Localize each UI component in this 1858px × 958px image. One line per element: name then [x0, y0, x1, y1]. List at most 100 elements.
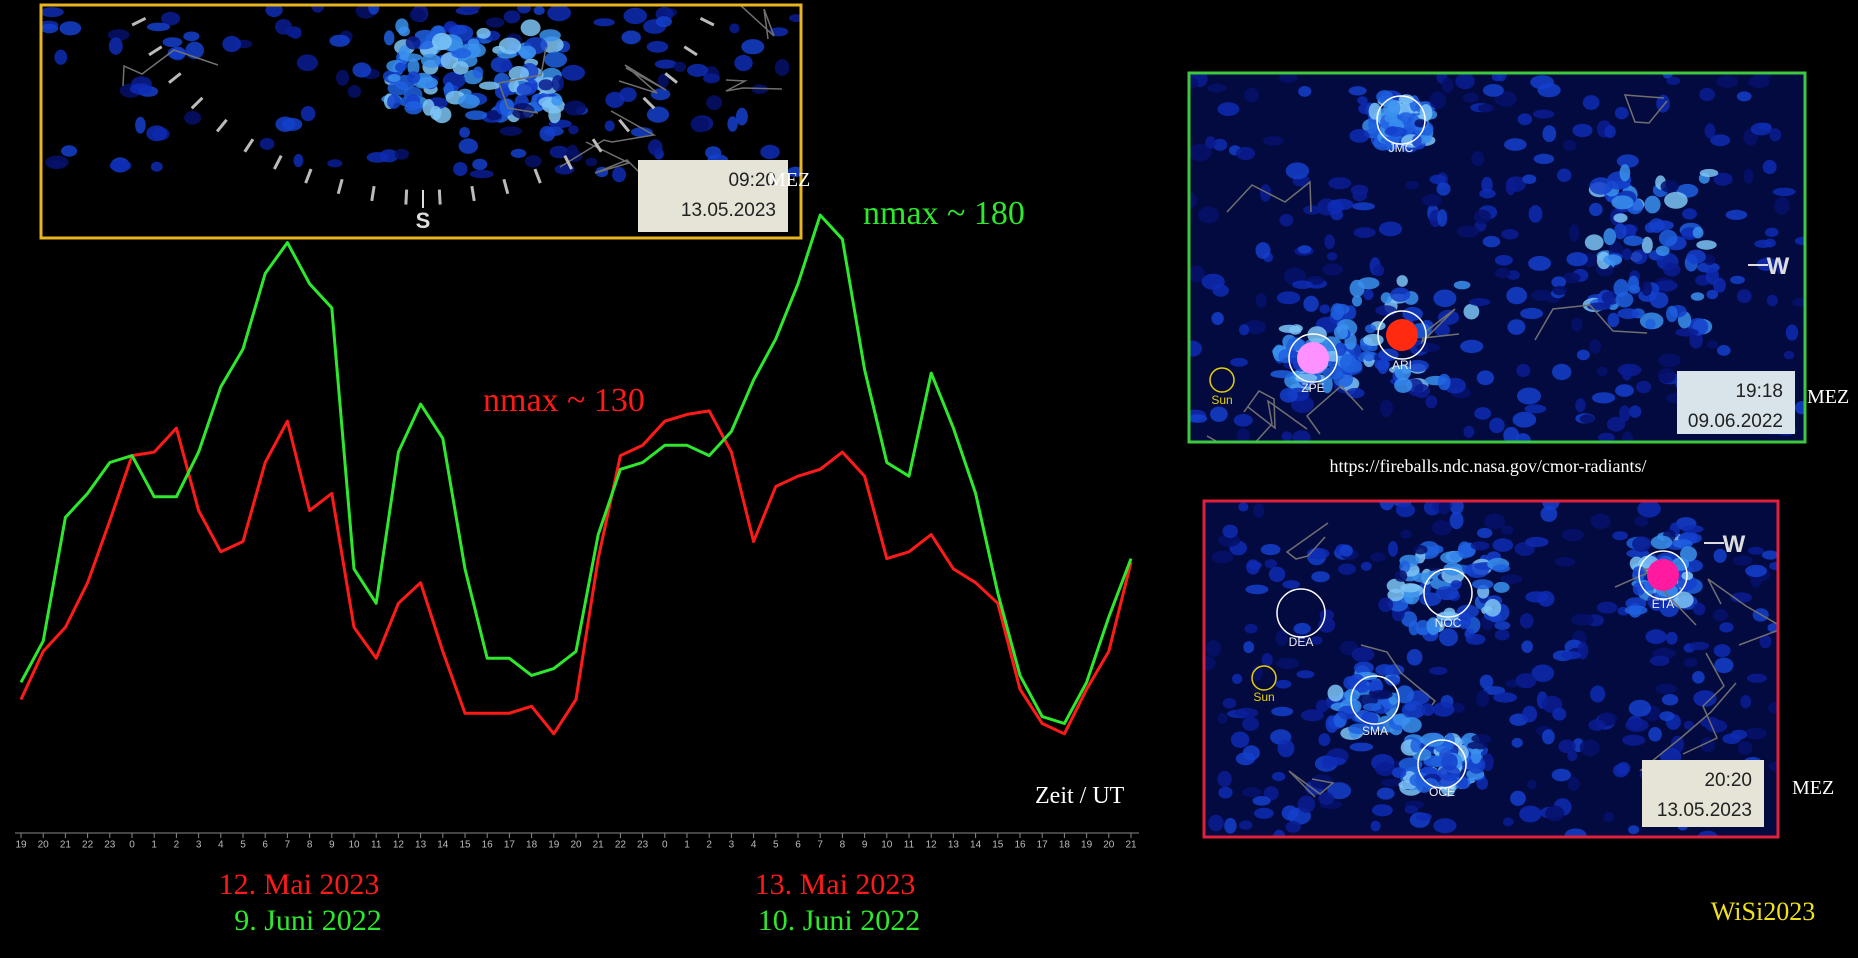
radar-blob: [499, 98, 515, 117]
radar-blob: [1370, 552, 1386, 562]
radar-blob: [1769, 128, 1782, 142]
horizon-tick: [215, 118, 228, 133]
radar-blob: [1204, 655, 1216, 671]
radar-blob: [1526, 779, 1537, 790]
radar-blob: [1420, 732, 1445, 747]
horizon-tick: [190, 96, 204, 110]
radar-blob: [1666, 631, 1678, 645]
radar-blob: [1645, 629, 1667, 645]
constellation-line: [739, 5, 775, 40]
radar-blob: [1349, 279, 1365, 298]
x-tick-label: 18: [526, 839, 538, 850]
radar-blob: [347, 85, 361, 98]
radar-blob: [1224, 817, 1237, 834]
radar-blob: [1659, 711, 1675, 721]
horizon-tick: [437, 189, 442, 205]
radar-blob: [336, 69, 350, 86]
radar-blob: [623, 7, 648, 25]
radar-blob: [1262, 136, 1284, 146]
x-tick-label: 16: [1014, 839, 1026, 850]
radar-blob: [1242, 745, 1260, 761]
radar-blob: [1217, 102, 1240, 116]
x-tick-label: 21: [1125, 839, 1137, 850]
radar-blob: [59, 21, 82, 36]
radar-blob: [1275, 679, 1292, 689]
x-tick-label: 7: [817, 839, 823, 850]
constellation-line: [559, 110, 657, 168]
radar-blob: [1412, 134, 1422, 148]
radar-blob: [1511, 737, 1523, 748]
radar-blob: [414, 29, 436, 41]
radar-blob: [1268, 566, 1286, 582]
radar-blob: [1416, 812, 1432, 822]
radar-blob: [1521, 640, 1533, 653]
timestamp-date: 13.05.2023: [1657, 800, 1752, 821]
radar-blob: [1293, 622, 1311, 635]
radar-blob: [1501, 229, 1519, 240]
panel-frame: [39, 3, 803, 240]
radar-blob: [1476, 690, 1490, 707]
radar-blob: [1765, 227, 1779, 237]
radar-blob: [1636, 380, 1652, 394]
radiant-core: [1647, 559, 1679, 591]
radar-blob: [1416, 627, 1429, 636]
constellation-line: [585, 141, 656, 189]
radar-blob: [1217, 770, 1232, 788]
radar-blob: [1330, 209, 1344, 221]
radar-blob: [604, 120, 615, 132]
radar-blob: [1189, 143, 1212, 162]
x-tick-label: 20: [38, 839, 50, 850]
radar-blob: [1327, 684, 1344, 702]
radar-blob: [1571, 613, 1594, 626]
radar-blob: [1624, 605, 1648, 615]
radar-blob: [1395, 503, 1416, 518]
radar-blob: [453, 162, 468, 176]
radar-blob: [1285, 162, 1310, 180]
radar-blob: [1732, 555, 1753, 566]
radar-blob: [1394, 364, 1412, 381]
radar-blob: [1683, 657, 1698, 668]
radar-blob: [1637, 501, 1661, 518]
radiant-circle: [1638, 550, 1688, 600]
radar-blob: [1386, 578, 1406, 593]
radar-blob: [1567, 750, 1578, 762]
timezone-label: MEZ: [1807, 386, 1849, 408]
radar-blob: [1512, 411, 1537, 428]
radar-blob: [275, 19, 292, 35]
radar-blob: [398, 26, 411, 37]
radar-panel: JMC ZPE ARI Sun W 19:18 09.06.2022: [1189, 73, 1805, 442]
radar-blob: [503, 10, 521, 24]
horizon-tick: [563, 154, 573, 170]
radar-blob: [146, 22, 171, 32]
radar-blob: [1379, 501, 1395, 511]
radar-blob: [162, 37, 183, 47]
timestamp-box: [638, 160, 788, 232]
radar-blob: [1706, 340, 1719, 349]
radar-blob: [1716, 75, 1739, 88]
radar-blob: [405, 36, 421, 50]
x-tick-label: 10: [348, 839, 360, 850]
radar-blob: [1394, 377, 1413, 393]
radar-blob: [1482, 235, 1501, 248]
constellation-line: [1206, 399, 1308, 442]
x-tick-label: 6: [262, 839, 268, 850]
radar-blob: [1352, 202, 1375, 211]
radar-blob: [1500, 574, 1523, 584]
radar-blob: [1384, 126, 1408, 137]
radar-blob: [1603, 228, 1616, 246]
radar-blob: [384, 30, 395, 46]
radar-blob: [1783, 350, 1795, 360]
radar-blob: [1282, 580, 1300, 589]
radar-blob: [1238, 502, 1249, 512]
radar-blob: [1449, 501, 1464, 515]
radar-blob: [1238, 324, 1250, 336]
radar-blob: [109, 159, 132, 172]
radar-blob: [1612, 531, 1628, 541]
radar-blob: [1764, 238, 1776, 248]
direction-label: S: [416, 208, 431, 233]
radar-blob: [479, 81, 500, 90]
radar-blob: [1270, 370, 1294, 379]
radar-blob: [1531, 664, 1555, 682]
radar-blob: [422, 99, 435, 116]
radar-blob: [1470, 748, 1482, 764]
